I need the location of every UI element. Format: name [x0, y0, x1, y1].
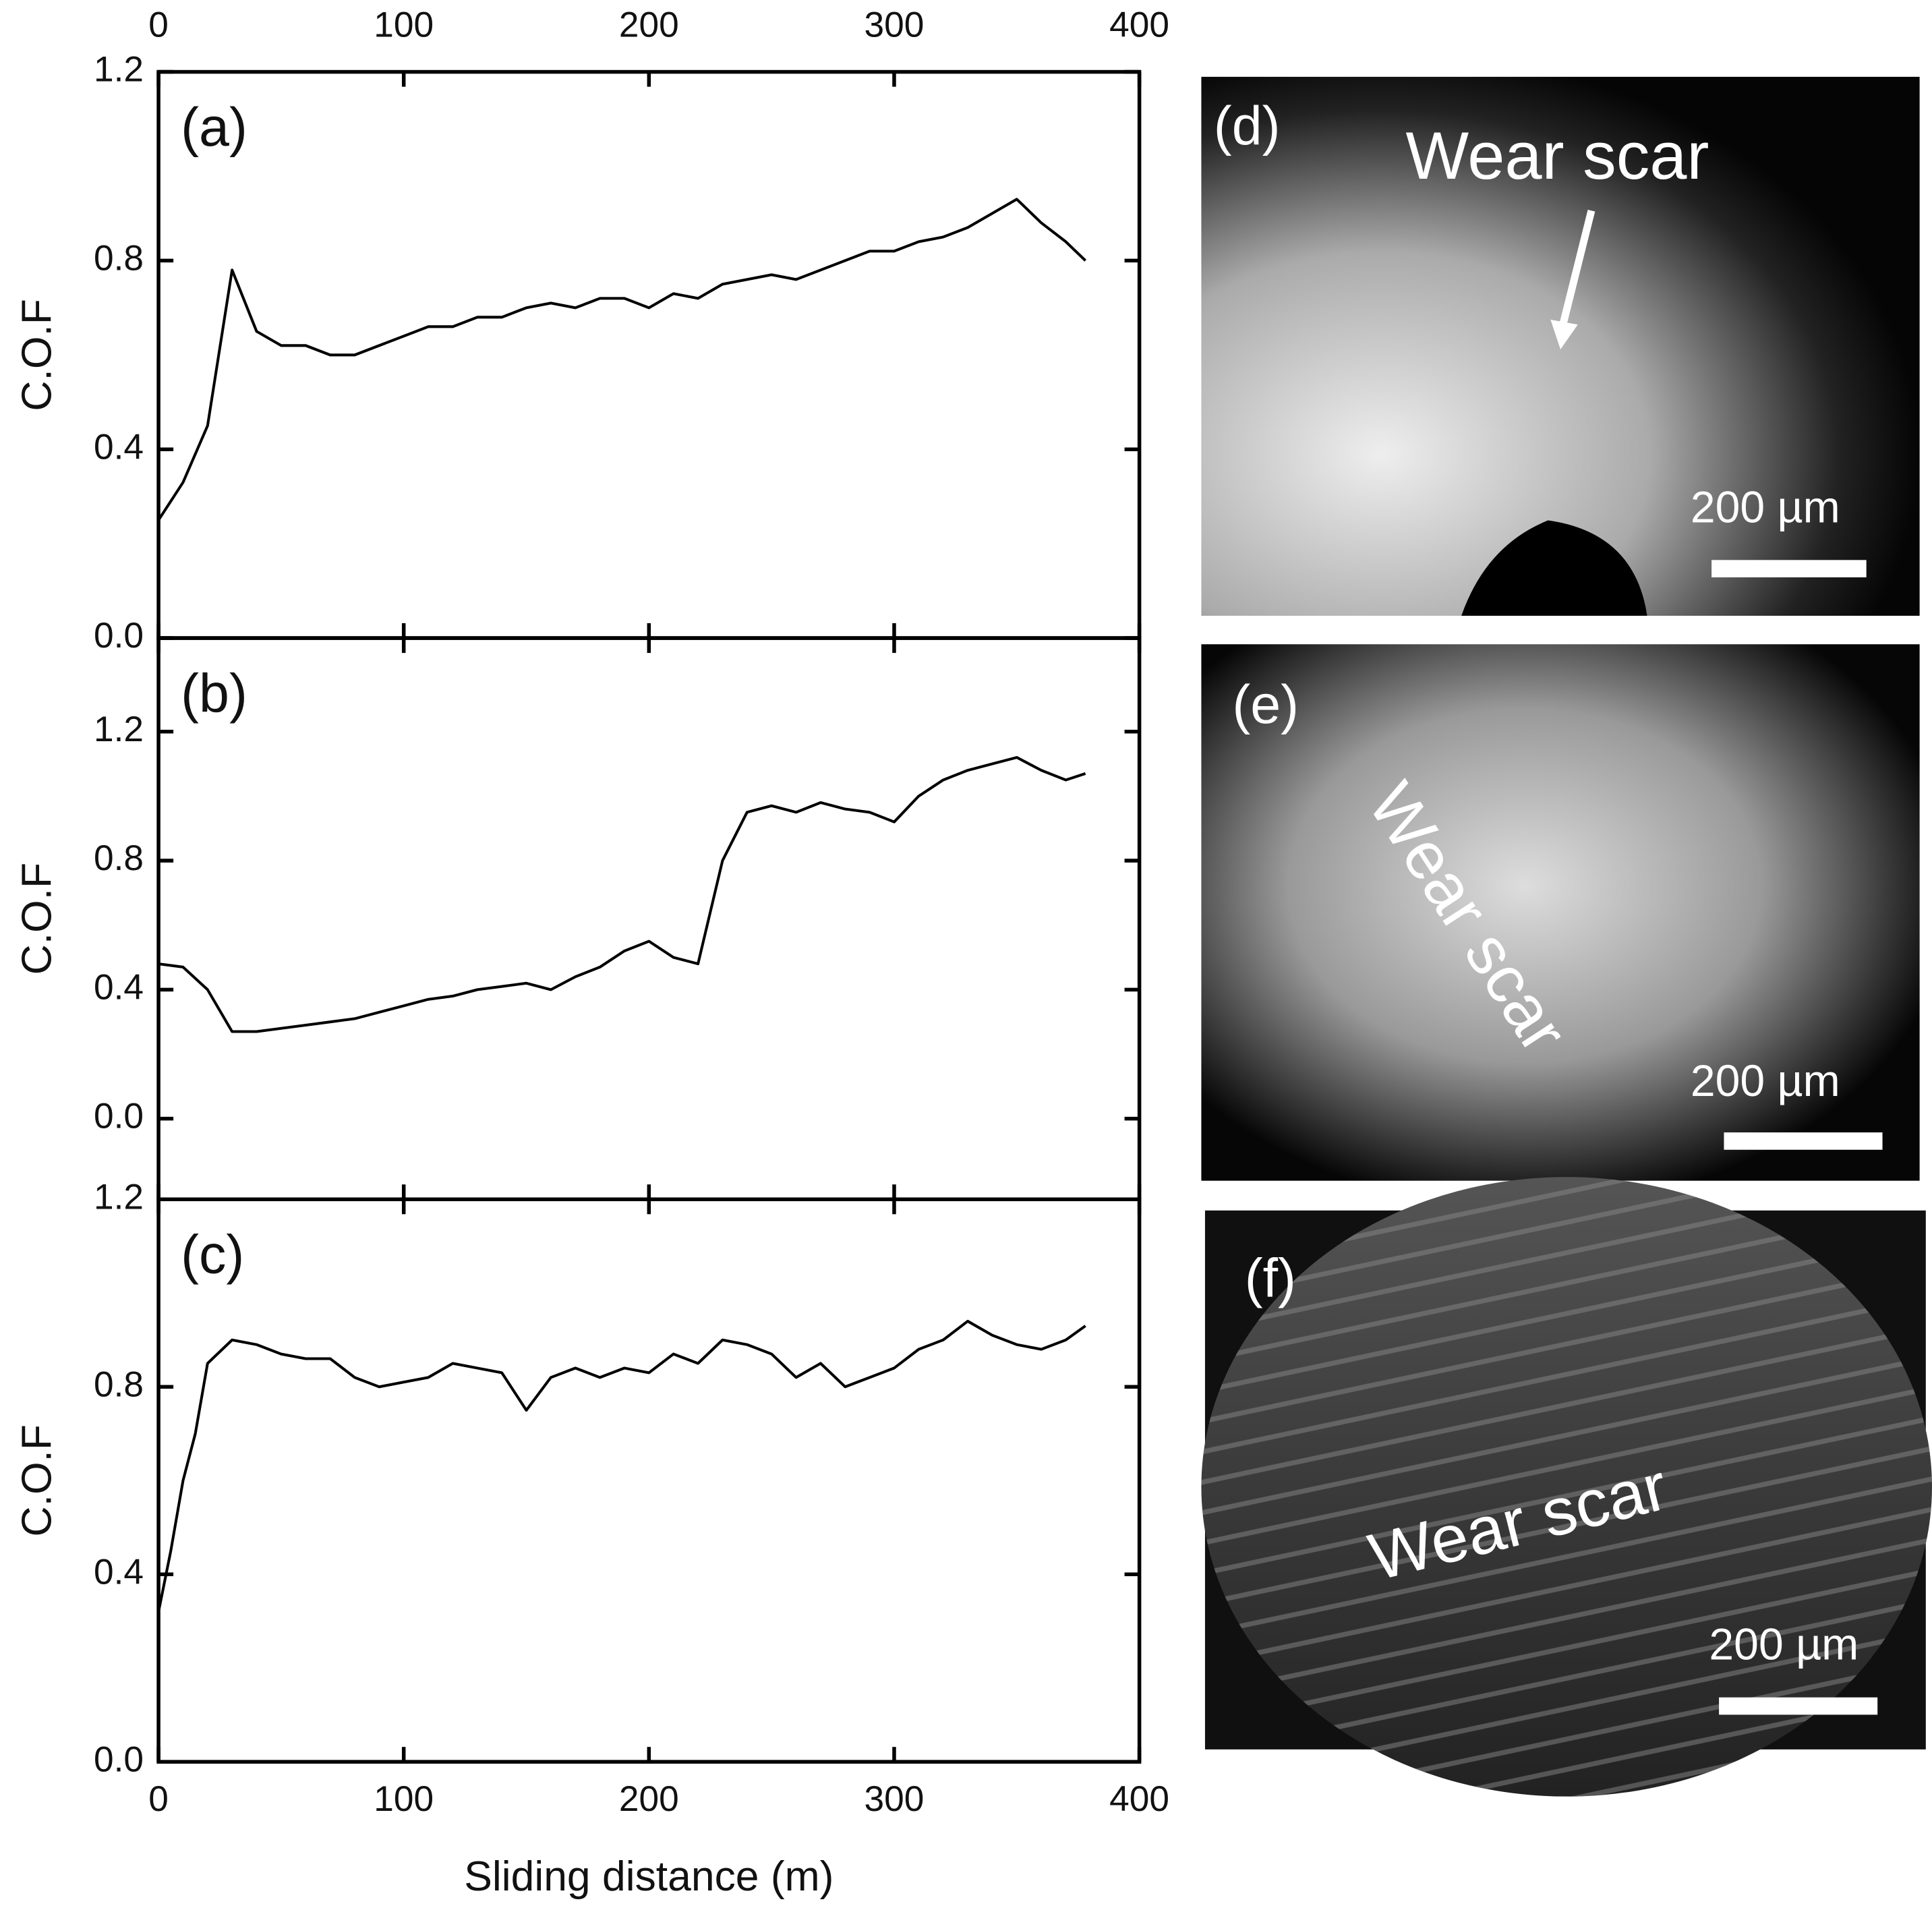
- panel-label: (c): [181, 1225, 244, 1285]
- micrograph-f: (f) Wear scar 200 µm: [1201, 1177, 1932, 1797]
- x-tick-label: 400: [1109, 1779, 1169, 1819]
- x-tick-label: 0: [148, 1779, 169, 1819]
- y-axis-label: C.O.F: [13, 299, 60, 411]
- x-tick-label: 0: [148, 5, 169, 45]
- cof-line: [158, 756, 1086, 1033]
- y-tick-label: 1.2: [94, 710, 144, 749]
- x-tick-label: 100: [374, 1779, 434, 1819]
- y-tick-label: 0.0: [94, 1739, 144, 1779]
- debris: [1461, 520, 1647, 616]
- scale-label: 200 µm: [1709, 1620, 1858, 1670]
- arrow-head: [1550, 319, 1578, 350]
- panel-label: (a): [181, 97, 247, 158]
- plot-frame: [156, 69, 1142, 640]
- micrograph-d: (d) Wear scar 200 µm: [1201, 76, 1920, 616]
- cof-line: [157, 1319, 1086, 1613]
- y-tick-label: 0.4: [94, 1552, 144, 1592]
- cof-line: [157, 198, 1087, 521]
- x-tick-label: 200: [619, 5, 679, 45]
- image-label: (f): [1245, 1248, 1296, 1309]
- image-e: [1201, 644, 1920, 1181]
- x-tick-label: 200: [619, 1779, 679, 1819]
- x-axis-label: Sliding distance (m): [464, 1853, 833, 1900]
- scale-bar: [1711, 560, 1867, 578]
- micrograph-e: (e) Wear scar 200 µm: [1201, 644, 1920, 1181]
- y-tick-label: 0.4: [94, 967, 144, 1007]
- scale-label: 200 µm: [1691, 482, 1840, 532]
- y-tick-label: 0.0: [94, 1097, 144, 1136]
- x-tick-label: 100: [374, 5, 434, 45]
- x-tick-label: 300: [865, 1779, 925, 1819]
- scale-bar: [1719, 1697, 1878, 1715]
- y-tick-label: 1.2: [94, 50, 144, 90]
- x-tick-label: 400: [1109, 5, 1169, 45]
- y-tick-label: 0.8: [94, 238, 144, 278]
- image-label: (e): [1232, 674, 1299, 735]
- plot-frame: [156, 636, 1142, 1201]
- annotation: Wear scar: [1405, 119, 1709, 194]
- panel-label: (b): [181, 664, 247, 724]
- scale-bar: [1724, 1132, 1883, 1150]
- y-tick-label: 1.2: [94, 1177, 144, 1217]
- y-tick-label: 0.4: [94, 427, 144, 467]
- y-tick-label: 0.8: [94, 1364, 144, 1404]
- arrow: [1559, 209, 1596, 326]
- scale-label: 200 µm: [1691, 1056, 1840, 1106]
- x-tick-label: 300: [865, 5, 925, 45]
- plot-frame: [156, 1197, 1142, 1764]
- y-axis-label: C.O.F: [13, 1424, 60, 1537]
- y-tick-label: 0.0: [94, 616, 144, 656]
- y-axis-label: C.O.F: [13, 863, 60, 975]
- image-label: (d): [1214, 96, 1281, 156]
- grooves: [1201, 1177, 1932, 1797]
- y-tick-label: 0.8: [94, 838, 144, 878]
